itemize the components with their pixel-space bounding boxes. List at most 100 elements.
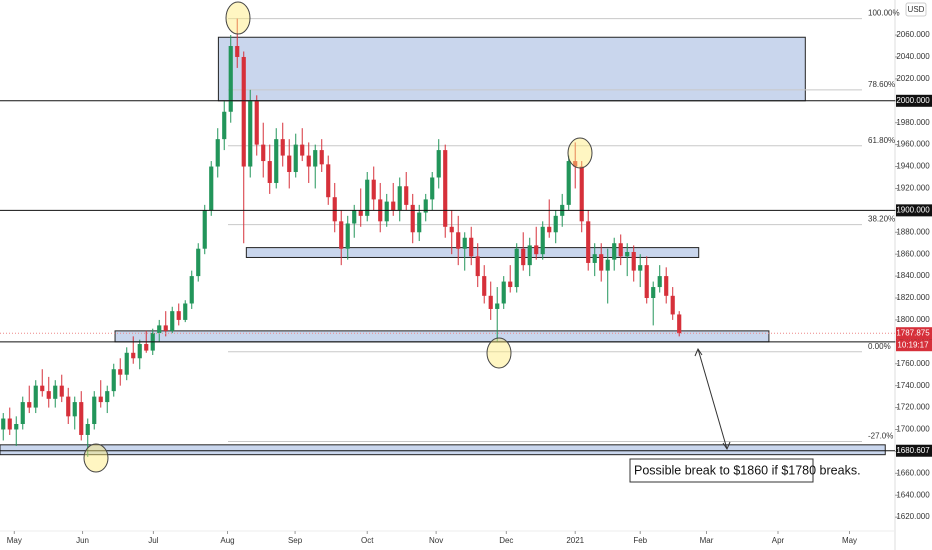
candle-body: [313, 150, 318, 167]
candle-body: [638, 265, 643, 271]
candle-body: [189, 276, 194, 304]
y-tick-label: 1880.000: [896, 227, 930, 236]
candle-body: [254, 100, 259, 145]
y-tick-label: 1920.000: [896, 184, 930, 193]
candle-body: [137, 344, 142, 359]
candle-body: [215, 139, 220, 167]
x-tick-label: Jul: [148, 536, 158, 545]
candle-body: [14, 424, 19, 430]
arrow: [694, 347, 731, 451]
level-label: 2000.000: [896, 96, 930, 105]
y-tick-label: 1720.000: [896, 403, 930, 412]
candle-body: [625, 251, 630, 257]
candle-body: [566, 161, 571, 205]
zone: [114, 330, 770, 343]
candle-body: [124, 352, 129, 375]
candle-body: [339, 221, 344, 249]
zone: [0, 444, 886, 456]
x-tick-label: May: [842, 536, 857, 545]
candle-body: [391, 201, 396, 211]
candle-body: [7, 418, 12, 430]
candle-body: [527, 245, 532, 266]
candle-body: [456, 232, 461, 249]
candle-body: [345, 223, 350, 249]
candle-body: [326, 164, 331, 198]
candle-body: [46, 391, 51, 399]
level-badge: [896, 204, 932, 217]
fib-label: 61.80%: [868, 136, 895, 145]
y-tick-label: 1940.000: [896, 162, 930, 171]
highlight-circle: [225, 1, 251, 35]
candle-body: [92, 396, 97, 425]
y-tick-label: 1640.000: [896, 490, 930, 499]
candle-body: [631, 251, 636, 271]
candle-body: [651, 287, 656, 299]
x-tick-label: Nov: [429, 536, 443, 545]
candle-body: [371, 179, 376, 200]
fib-label: 0.00%: [868, 342, 891, 351]
candle-body: [599, 254, 604, 271]
highlight-circle: [486, 337, 512, 369]
highlight-circle: [567, 137, 593, 169]
y-tick-label: 1960.000: [896, 140, 930, 149]
candle-body: [274, 139, 279, 183]
candle-body: [261, 144, 266, 162]
candle-body: [59, 385, 64, 397]
candle-body: [66, 396, 71, 417]
candle-body: [33, 385, 38, 408]
countdown: 10:19:17: [897, 340, 929, 349]
candle-body: [358, 210, 363, 216]
candle-body: [241, 56, 246, 167]
candle-body: [79, 402, 84, 435]
candle-body: [170, 311, 175, 331]
candle-body: [293, 144, 298, 173]
candle-body: [228, 46, 233, 112]
candle-body: [300, 144, 305, 156]
level-badge: [896, 94, 932, 107]
candle-body: [508, 281, 513, 288]
zone: [217, 36, 806, 102]
candle-body: [677, 314, 682, 334]
candle-body: [235, 46, 240, 57]
candle-body: [287, 155, 292, 173]
candle-body: [118, 369, 123, 375]
candle-body: [306, 155, 311, 167]
candle-body: [248, 100, 253, 167]
candle-body: [443, 150, 448, 227]
x-tick-label: Jun: [76, 536, 89, 545]
candle-body: [176, 311, 181, 320]
candle-body: [410, 204, 415, 233]
candle-body: [573, 161, 578, 167]
candle-body: [131, 352, 136, 359]
candle-body: [488, 295, 493, 309]
x-tick-label: Apr: [772, 536, 785, 545]
candle-body: [644, 265, 649, 299]
candle-body: [183, 303, 188, 320]
candle-body: [430, 177, 435, 200]
candle-body: [521, 248, 526, 266]
candle-body: [592, 254, 597, 263]
y-tick-label: 2060.000: [896, 30, 930, 39]
candle-body: [157, 325, 162, 334]
candle-body: [111, 369, 116, 392]
candle-body: [384, 201, 389, 222]
fib-label: 100.00%: [868, 9, 900, 18]
currency: USD: [908, 5, 925, 14]
x-tick-label: Aug: [220, 536, 234, 545]
x-tick-label: Mar: [700, 536, 714, 545]
candle-body: [196, 248, 201, 277]
candle-body: [605, 259, 610, 271]
x-tick-label: Oct: [361, 536, 374, 545]
y-tick-label: 2020.000: [896, 74, 930, 83]
candle-body: [664, 276, 669, 296]
candle-body: [475, 256, 480, 277]
candle-body: [586, 221, 591, 263]
y-tick-label: 1840.000: [896, 271, 930, 280]
candle-body: [209, 166, 214, 211]
highlight-circle: [83, 443, 109, 473]
arrow-head: [722, 441, 731, 451]
last-price-label: 1787.875: [896, 328, 930, 337]
candle-body: [352, 210, 357, 224]
candle-body: [514, 248, 519, 288]
